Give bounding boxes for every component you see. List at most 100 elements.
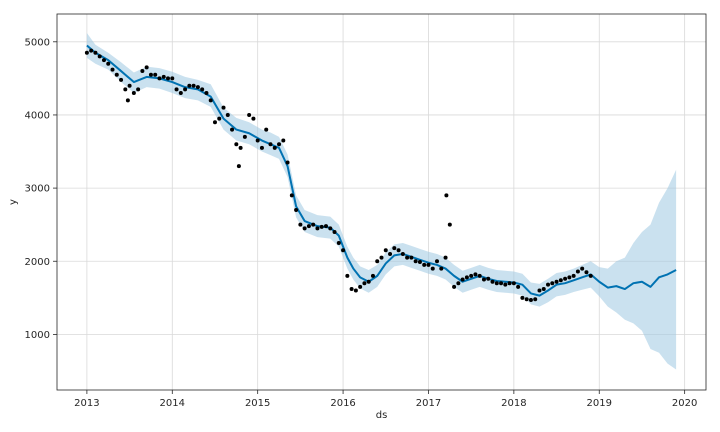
y-tick-label: 4000 [25,110,50,121]
observed-point [187,83,192,88]
observed-point [524,297,529,302]
observed-point [212,120,217,125]
observed-point [166,76,171,81]
observed-point [259,145,264,150]
observed-point [584,270,589,275]
observed-point [136,87,141,92]
observed-point [311,222,316,227]
observed-point [546,282,551,287]
observed-point [242,134,247,139]
observed-point [435,259,440,264]
observed-point [533,297,538,302]
observed-point [217,116,222,121]
x-tick-label: 2020 [672,398,697,409]
observed-point [443,255,448,260]
observed-point [375,259,380,264]
observed-point [148,72,153,77]
observed-point [349,287,354,292]
observed-point [503,282,508,287]
observed-point [204,91,209,95]
observed-point [114,72,119,77]
observed-point [97,54,102,59]
plot-frame [56,13,707,391]
observed-point [289,193,294,198]
observed-point [236,164,241,169]
observed-point [494,281,499,286]
observed-point [191,83,196,88]
observed-point [490,279,495,284]
observed-point [306,224,311,229]
observed-point [272,145,277,150]
observed-point [208,98,213,103]
x-tick-label: 2017 [416,398,441,409]
observed-point [323,224,328,229]
observed-point [200,87,205,92]
observed-point [255,138,260,143]
observed-point [341,248,346,253]
observed-point [439,266,444,271]
y-axis: 1000 2000 3000 4000 5000 [25,37,57,341]
observed-point [452,284,457,289]
observed-point [353,288,358,293]
uncertainty-interval [86,33,677,370]
observed-point [247,112,252,117]
observed-point [125,98,130,103]
observed-point [345,273,350,278]
observed-point [281,138,286,143]
observed-point [89,48,94,53]
observed-point [294,208,299,213]
observed-point [174,87,179,92]
observed-point [396,248,401,253]
observed-point [550,281,555,286]
observed-point [234,142,239,147]
observed-point [285,160,290,165]
y-tick-label: 5000 [25,37,50,48]
observed-point [106,61,111,66]
x-tick-label: 2014 [160,398,185,409]
observed-point [264,127,269,132]
observed-point [520,295,525,300]
observed-point [511,281,516,286]
observed-point [383,248,388,253]
x-tick-label: 2015 [245,398,270,409]
observed-point [110,67,115,72]
observed-point [153,72,158,77]
y-axis-title: y [8,199,19,205]
observed-point [362,281,367,286]
observed-point [563,276,568,281]
observed-point [444,193,449,198]
uncertainty-band [86,33,677,370]
observed-point [328,226,333,231]
observed-point [379,255,384,260]
observed-point [456,281,461,286]
observed-point [516,284,521,289]
observed-point [144,65,149,70]
observed-point [161,74,166,79]
observed-point [178,91,183,95]
observed-point [238,145,243,150]
observed-point [481,277,486,282]
observed-point [447,222,452,227]
observed-point [588,273,593,278]
observed-point [409,255,414,260]
observed-point [507,281,512,286]
observed-point [131,91,136,95]
observed-point [370,273,375,278]
observed-point [195,85,200,90]
observed-point [358,284,363,289]
observed-point [183,87,188,92]
observed-point [101,58,106,63]
observed-point [417,259,422,264]
observed-point [460,277,465,282]
observed-point [392,246,397,251]
observed-point [302,226,307,231]
observed-point [277,142,282,147]
observed-point [575,269,580,274]
observed-point [298,222,303,227]
observed-point [84,50,89,55]
observed-point [430,266,435,271]
observed-point [537,288,542,293]
observed-point [413,259,418,264]
observed-point [336,240,341,245]
